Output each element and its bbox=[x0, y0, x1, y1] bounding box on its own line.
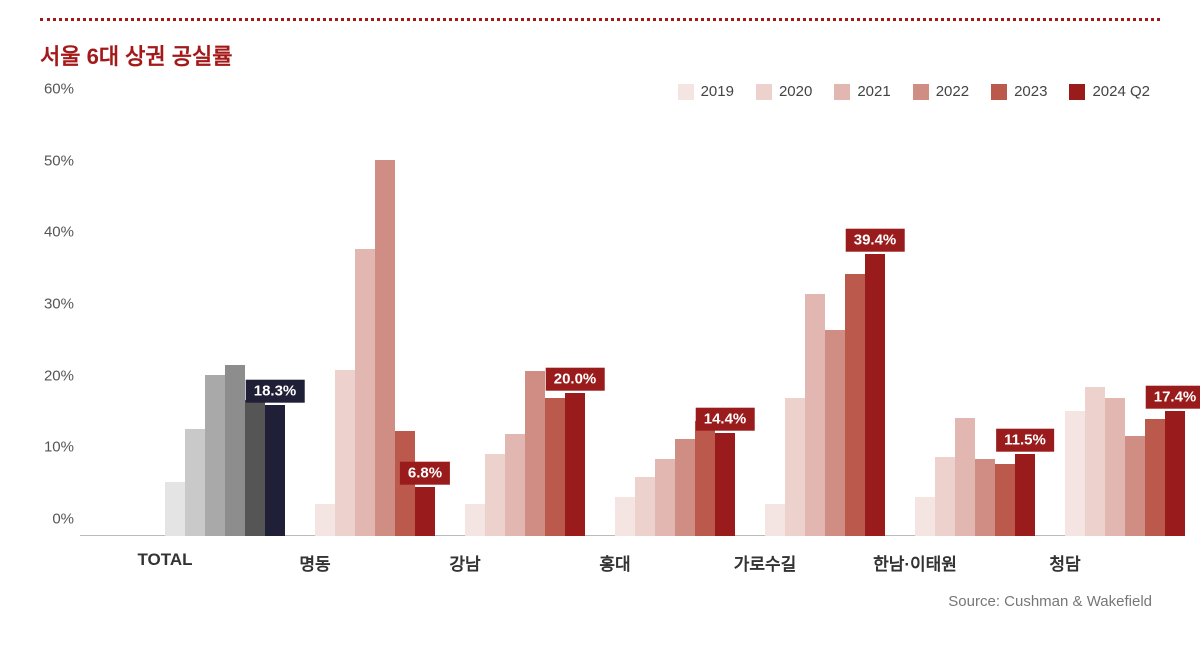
bar bbox=[635, 477, 655, 536]
bar bbox=[545, 398, 565, 536]
plot-area: 0%10%20%30%40%50%60% 18.3%6.8%20.0%14.4%… bbox=[80, 106, 1150, 536]
y-tick-label: 30% bbox=[24, 296, 74, 313]
y-tick-label: 0% bbox=[24, 511, 74, 528]
bar bbox=[1125, 436, 1145, 536]
bar bbox=[915, 497, 935, 536]
bar bbox=[805, 294, 825, 536]
y-tick-label: 60% bbox=[24, 81, 74, 98]
chart-container: 서울 6대 상권 공실률 2019 2020 2021 2022 2023 2024 Q2… bbox=[0, 0, 1200, 659]
bar bbox=[865, 254, 885, 536]
y-tick-label: 40% bbox=[24, 224, 74, 241]
legend-label: 2024 Q2 bbox=[1092, 83, 1150, 100]
bar bbox=[785, 398, 805, 536]
bar bbox=[505, 434, 525, 536]
legend-label: 2023 bbox=[1014, 83, 1047, 100]
legend-label: 2020 bbox=[779, 83, 812, 100]
legend-label: 2021 bbox=[857, 83, 890, 100]
legend-item: 2024 Q2 bbox=[1069, 83, 1150, 100]
bar bbox=[185, 429, 205, 537]
legend-label: 2019 bbox=[701, 83, 734, 100]
bar bbox=[485, 454, 505, 536]
top-border bbox=[40, 18, 1160, 21]
legend-item: 2019 bbox=[678, 83, 734, 100]
bar bbox=[935, 457, 955, 536]
bar bbox=[1105, 398, 1125, 536]
bar bbox=[225, 365, 245, 536]
bar bbox=[355, 249, 375, 536]
bar-groups: 18.3%6.8%20.0%14.4%39.4%11.5%17.4% bbox=[80, 106, 1150, 536]
bar bbox=[205, 375, 225, 536]
value-callout: 20.0% bbox=[546, 367, 605, 390]
x-axis-labels: TOTAL 명동 강남 홍대 가로수길 한남·이태원 청담 bbox=[80, 536, 1150, 575]
y-tick-label: 10% bbox=[24, 439, 74, 456]
bar bbox=[955, 418, 975, 536]
bar bbox=[375, 160, 395, 536]
bar bbox=[245, 400, 265, 536]
bar bbox=[1015, 454, 1035, 536]
bar bbox=[825, 330, 845, 536]
legend-swatch bbox=[913, 84, 929, 100]
bar bbox=[525, 371, 545, 536]
bar bbox=[715, 433, 735, 536]
legend-swatch bbox=[834, 84, 850, 100]
value-callout: 11.5% bbox=[996, 428, 1054, 451]
bar bbox=[465, 504, 485, 536]
x-tick-label: 한남·이태원 bbox=[855, 550, 975, 575]
legend-item: 2022 bbox=[913, 83, 969, 100]
legend-swatch bbox=[991, 84, 1007, 100]
y-tick-label: 20% bbox=[24, 367, 74, 384]
bar bbox=[265, 405, 285, 536]
value-callout: 17.4% bbox=[1146, 386, 1200, 409]
y-axis: 0%10%20%30%40%50%60% bbox=[40, 106, 80, 536]
value-callout: 6.8% bbox=[400, 462, 450, 485]
x-tick-label: 가로수길 bbox=[705, 550, 825, 575]
chart-title: 서울 6대 상권 공실률 bbox=[40, 39, 1160, 71]
bar bbox=[1085, 387, 1105, 536]
x-tick-label: 홍대 bbox=[555, 550, 675, 575]
legend-item: 2023 bbox=[991, 83, 1047, 100]
legend-swatch bbox=[1069, 84, 1085, 100]
value-callout: 39.4% bbox=[846, 228, 905, 251]
x-tick-label: 명동 bbox=[255, 550, 375, 575]
legend-swatch bbox=[756, 84, 772, 100]
x-tick-label: 강남 bbox=[405, 550, 525, 575]
legend-item: 2021 bbox=[834, 83, 890, 100]
bar bbox=[675, 439, 695, 536]
bar bbox=[765, 504, 785, 536]
x-tick-label: 청담 bbox=[1005, 550, 1125, 575]
legend-swatch bbox=[678, 84, 694, 100]
x-tick-label: TOTAL bbox=[105, 550, 225, 575]
legend: 2019 2020 2021 2022 2023 2024 Q2 bbox=[40, 83, 1160, 100]
bar bbox=[1165, 411, 1185, 536]
bar bbox=[165, 482, 185, 536]
value-callout: 14.4% bbox=[696, 407, 755, 430]
source-text: Source: Cushman & Wakefield bbox=[40, 593, 1160, 610]
grid-area: 18.3%6.8%20.0%14.4%39.4%11.5%17.4% bbox=[80, 106, 1150, 536]
bar bbox=[565, 393, 585, 536]
bar bbox=[655, 459, 675, 536]
bar bbox=[415, 487, 435, 536]
y-tick-label: 50% bbox=[24, 152, 74, 169]
bar bbox=[975, 459, 995, 536]
value-callout: 18.3% bbox=[246, 380, 305, 403]
bar bbox=[1145, 419, 1165, 536]
bar bbox=[845, 274, 865, 536]
bar bbox=[995, 464, 1015, 536]
bar bbox=[615, 497, 635, 536]
bar bbox=[1065, 411, 1085, 536]
bar bbox=[335, 370, 355, 536]
legend-label: 2022 bbox=[936, 83, 969, 100]
bar bbox=[695, 421, 715, 536]
bar bbox=[315, 504, 335, 536]
legend-item: 2020 bbox=[756, 83, 812, 100]
